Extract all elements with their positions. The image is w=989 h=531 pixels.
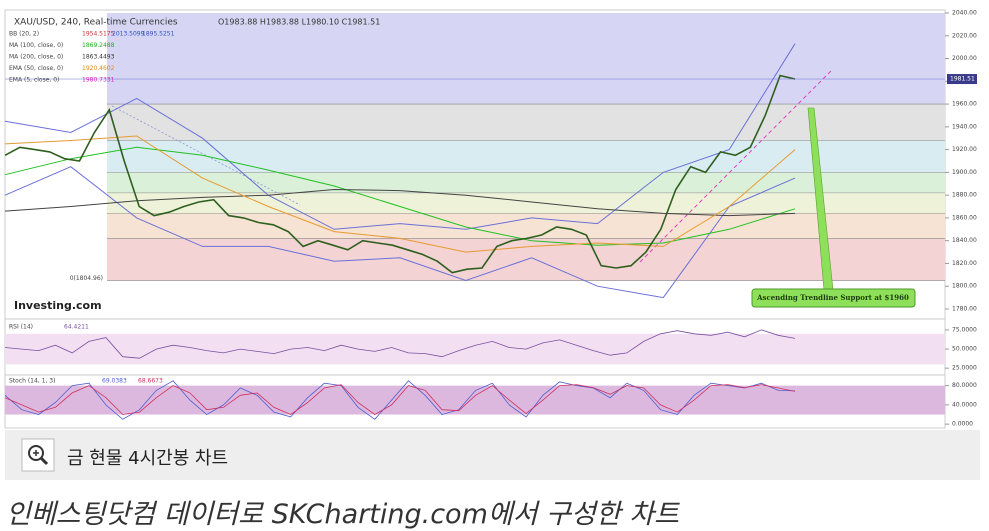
pane-reading: 69.0383 — [102, 378, 127, 385]
indicator-line — [4, 146, 796, 246]
caption-bar: 금 현물 4시간봉 차트 — [5, 430, 980, 480]
fib-band — [107, 192, 945, 214]
y-tick-label: 1920.00 — [952, 146, 977, 153]
y-tick-label: 1900.00 — [952, 169, 977, 176]
indicator-name: EMA (50, close, 0) — [9, 65, 63, 72]
pane-reading: 68.6673 — [138, 378, 163, 385]
indicator-line — [4, 135, 796, 253]
indicator-name: BB (20, 2) — [9, 31, 39, 38]
indicator-reading: 1863.4493 — [82, 54, 115, 61]
annotation: Ascending Trendline Support at $1960 — [756, 293, 909, 302]
y-tick-label: 40.0000 — [952, 401, 977, 408]
indicator-name: MA (200, close, 0) — [9, 54, 63, 61]
y-tick-label: 2020.00 — [952, 32, 977, 39]
ohlc: O1983.88 H1983.88 L1980.10 C1981.51 — [218, 18, 380, 27]
y-tick-label: 1940.00 — [952, 123, 977, 130]
y-tick-label: 0.0000 — [952, 421, 973, 428]
pane-reading: 64.4211 — [64, 324, 89, 331]
pane-band — [5, 333, 945, 365]
oscillator-line — [4, 384, 796, 415]
indicator-reading: 1980.7331 — [82, 77, 115, 84]
pane-name: RSI (14) — [9, 324, 33, 331]
indicator-name: EMA (5, close, 0) — [9, 77, 59, 84]
fib-label: 0(1804.96) — [70, 275, 103, 282]
price-line — [4, 74, 796, 274]
chart: 0(1804.96)2040.002020.002000.001980.0019… — [4, 9, 977, 429]
indicator-name: MA (100, close, 0) — [9, 42, 63, 49]
y-tick-label: 1860.00 — [952, 214, 977, 221]
y-tick-label: 2040.00 — [952, 10, 977, 17]
trendline — [639, 69, 833, 263]
pane-name: Stoch (14, 1, 3) — [9, 378, 55, 385]
zoom-icon[interactable] — [21, 438, 57, 474]
indicator-line — [4, 166, 796, 299]
indicator-reading: 1920.4602 — [82, 65, 115, 72]
credit: 인베스팅닷컴 데이터로 SKCharting.com에서 구성한 차트 — [6, 499, 679, 530]
trendline — [111, 105, 301, 206]
indicator-reading: 1895.5251 — [142, 31, 175, 38]
y-tick-label: 50.0000 — [952, 346, 977, 353]
price-tag: 1981.51 — [950, 76, 975, 83]
fib-band — [107, 213, 945, 239]
pane-band — [5, 385, 945, 415]
oscillator-line — [4, 380, 796, 420]
indicator-reading: 1954.5175 — [82, 31, 115, 38]
caption: 금 현물 4시간봉 차트 — [67, 448, 229, 469]
brand: Investing.com — [14, 299, 102, 312]
y-tick-label: 1820.00 — [952, 260, 977, 267]
y-tick-label: 80.0000 — [952, 382, 977, 389]
y-tick-label: 1960.00 — [952, 101, 977, 108]
title: XAU/USD, 240, Real-time Currencies — [14, 18, 178, 28]
indicator-line — [4, 43, 796, 230]
y-tick-label: 25.0000 — [952, 365, 977, 372]
y-tick-label: 1840.00 — [952, 237, 977, 244]
y-tick-label: 1780.00 — [952, 306, 977, 313]
y-tick-label: 1880.00 — [952, 192, 977, 199]
price-tag-bg — [947, 74, 977, 85]
oscillator-line — [4, 329, 796, 359]
fib-band — [107, 13, 945, 105]
y-tick-label: 75.0000 — [952, 326, 977, 333]
fib-band — [107, 172, 945, 193]
y-tick-label: 1800.00 — [952, 283, 977, 290]
indicator-reading: 1869.2488 — [82, 42, 115, 49]
y-tick-label: 2000.00 — [952, 55, 977, 62]
indicator-reading: 2013.5099 — [112, 31, 145, 38]
annotation-box — [751, 288, 916, 308]
fib-band — [107, 104, 945, 141]
fib-band — [107, 140, 945, 173]
